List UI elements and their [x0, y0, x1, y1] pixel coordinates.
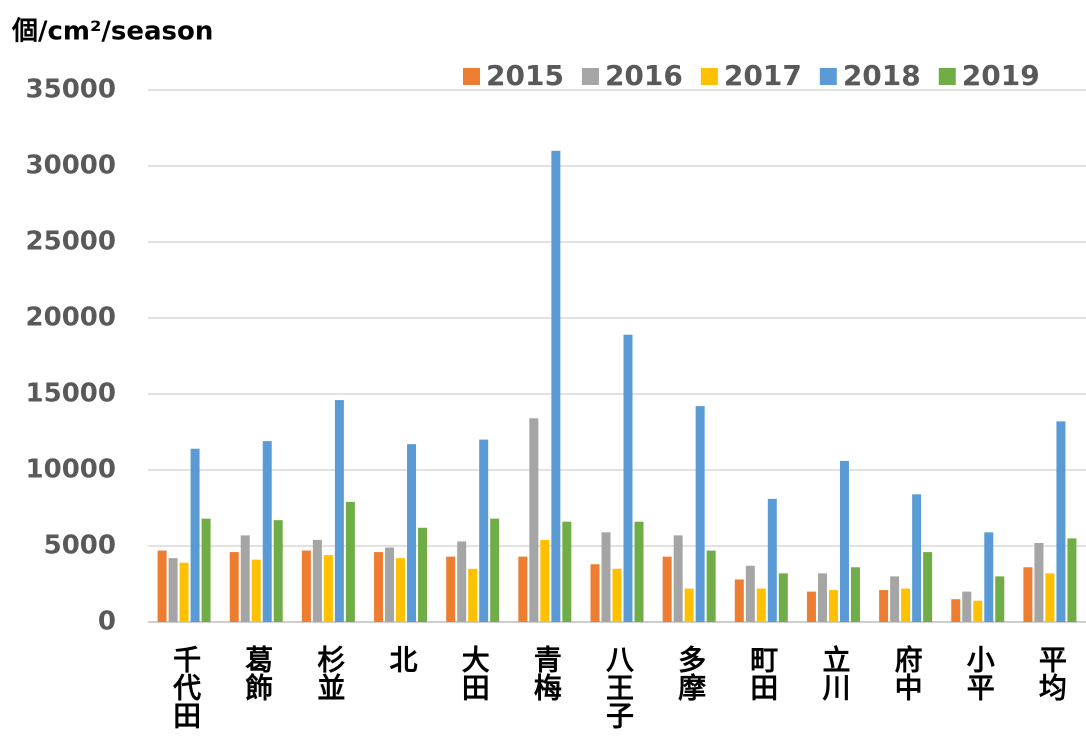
bar — [323, 555, 333, 622]
x-tick-label: 青梅 — [530, 645, 563, 701]
bar — [995, 576, 1005, 622]
bar — [562, 521, 572, 622]
bar — [190, 448, 200, 622]
bar — [590, 564, 600, 622]
bar — [756, 588, 766, 622]
bar — [273, 520, 283, 622]
x-tick-label: 北 — [386, 645, 419, 673]
bar — [518, 556, 528, 622]
bar — [734, 579, 744, 622]
x-tick-label: 葛飾 — [241, 645, 274, 701]
x-tick-label: 多摩 — [674, 645, 707, 702]
bar — [334, 400, 344, 622]
y-tick-label: 5000 — [44, 531, 116, 561]
bar — [623, 334, 633, 622]
bar — [418, 527, 428, 622]
legend-swatch — [700, 68, 718, 85]
bar — [551, 150, 561, 623]
bar — [157, 550, 167, 622]
bar — [1056, 421, 1066, 622]
legend-label: 2019 — [962, 59, 1040, 92]
legend-swatch — [463, 68, 480, 85]
legend-label: 2015 — [486, 59, 564, 92]
bar — [634, 521, 644, 622]
bar — [479, 439, 489, 622]
bar — [673, 535, 683, 622]
legend-swatch — [938, 68, 956, 85]
bar — [229, 552, 239, 622]
x-tick-label: 杉並 — [313, 645, 346, 701]
bar — [1023, 567, 1033, 622]
legend-swatch — [581, 68, 599, 85]
x-tick-label: 大田 — [458, 645, 491, 701]
x-tick-label: 立川 — [818, 644, 851, 701]
bar — [1034, 542, 1044, 622]
bar — [540, 539, 550, 622]
bar — [1067, 538, 1077, 622]
x-tick-label: 千代田 — [169, 645, 202, 729]
bar — [201, 518, 211, 622]
bar — [923, 552, 933, 622]
bar — [601, 532, 611, 622]
legend-label: 2017 — [724, 59, 802, 92]
bar — [612, 568, 622, 622]
x-tick-label: 町田 — [746, 645, 779, 701]
y-tick-label: 10000 — [26, 455, 116, 485]
bar — [973, 600, 983, 622]
chart-title: 個/cm²/season — [11, 17, 213, 47]
bar — [828, 590, 838, 622]
bar — [168, 558, 178, 622]
bar — [490, 518, 500, 622]
y-tick-label: 35000 — [26, 75, 116, 105]
bar — [879, 590, 889, 622]
y-tick-label: 30000 — [26, 151, 116, 181]
bar — [262, 441, 272, 622]
x-tick-label: 平均 — [1035, 645, 1068, 701]
x-tick-label: 小平 — [963, 645, 996, 701]
bar — [817, 573, 827, 622]
bar — [446, 556, 456, 622]
bar — [850, 567, 860, 622]
bar — [251, 559, 261, 622]
bar — [778, 573, 788, 622]
bar — [312, 539, 322, 622]
bar — [179, 562, 189, 622]
legend-label: 2018 — [843, 59, 921, 92]
y-tick-label: 20000 — [26, 303, 116, 333]
x-tick-label: 府中 — [891, 644, 924, 701]
bar — [374, 552, 384, 622]
bar — [396, 558, 406, 622]
bar — [695, 406, 705, 622]
bar — [684, 588, 694, 622]
bar — [706, 550, 716, 622]
legend-swatch — [819, 68, 837, 85]
bar — [951, 599, 961, 622]
x-tick-label: 八王子 — [602, 645, 635, 729]
bar — [1045, 573, 1055, 622]
bar — [984, 532, 994, 622]
bar — [529, 418, 539, 622]
bar — [457, 541, 467, 622]
bar — [385, 547, 395, 622]
y-tick-label: 25000 — [26, 227, 116, 257]
bar — [301, 550, 311, 622]
bar — [240, 535, 250, 622]
bar — [345, 501, 355, 622]
bar — [767, 498, 777, 622]
bar — [806, 591, 816, 622]
bar — [901, 588, 911, 622]
bar — [839, 460, 849, 622]
bar — [745, 565, 755, 622]
bar — [912, 494, 922, 622]
bar — [962, 591, 972, 622]
y-tick-label: 15000 — [26, 379, 116, 409]
bar — [662, 556, 672, 622]
y-tick-label: 0 — [98, 607, 116, 637]
bar — [407, 444, 417, 622]
bar — [890, 576, 900, 622]
bar — [468, 568, 478, 622]
legend-label: 2016 — [605, 59, 683, 92]
